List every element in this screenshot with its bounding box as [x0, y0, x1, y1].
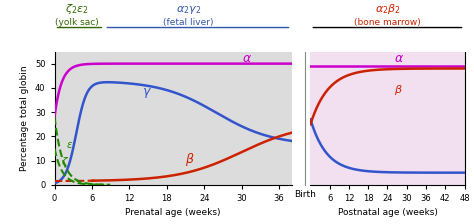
Text: $\alpha$: $\alpha$ [394, 52, 404, 65]
Text: $\beta$: $\beta$ [394, 83, 403, 97]
Text: (bone marrow): (bone marrow) [354, 18, 421, 27]
X-axis label: Prenatal age (weeks): Prenatal age (weeks) [125, 208, 221, 217]
Text: $\varepsilon$: $\varepsilon$ [66, 140, 73, 151]
Text: (fetal liver): (fetal liver) [164, 18, 214, 27]
Y-axis label: Percentage total globin: Percentage total globin [20, 65, 29, 171]
Text: $\alpha$: $\alpha$ [242, 52, 252, 65]
Text: $\beta$: $\beta$ [185, 151, 195, 168]
Text: Birth: Birth [294, 190, 316, 199]
Text: $\alpha_2\beta_2$: $\alpha_2\beta_2$ [374, 2, 401, 15]
Text: $\alpha_2\gamma_2$: $\alpha_2\gamma_2$ [176, 4, 201, 15]
Text: $\gamma$: $\gamma$ [142, 86, 152, 100]
Text: $\zeta_2\varepsilon_2$: $\zeta_2\varepsilon_2$ [65, 2, 89, 15]
Text: (yolk sac): (yolk sac) [55, 18, 99, 27]
Text: $\zeta$: $\zeta$ [61, 155, 69, 169]
X-axis label: Postnatal age (weeks): Postnatal age (weeks) [337, 208, 438, 217]
